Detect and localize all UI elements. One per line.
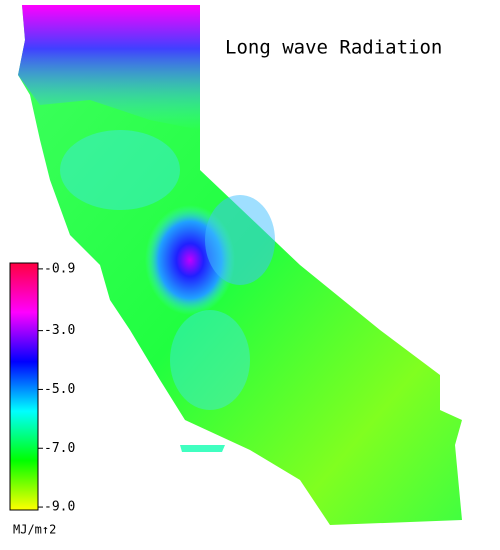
colorbar-tick-label: -7.0 [44, 441, 75, 456]
colorbar-tick-label: -0.9 [44, 261, 75, 276]
colorbar-tick-label: -5.0 [44, 382, 75, 397]
colorbar-tick-label: -9.0 [44, 500, 75, 515]
california [18, 5, 462, 525]
map-title: Long wave Radiation [225, 37, 442, 59]
colorbar-tick-label: -3.0 [44, 323, 75, 338]
colorbar [9, 262, 39, 511]
colorbar-unit: MJ/m↑2 [13, 523, 56, 537]
